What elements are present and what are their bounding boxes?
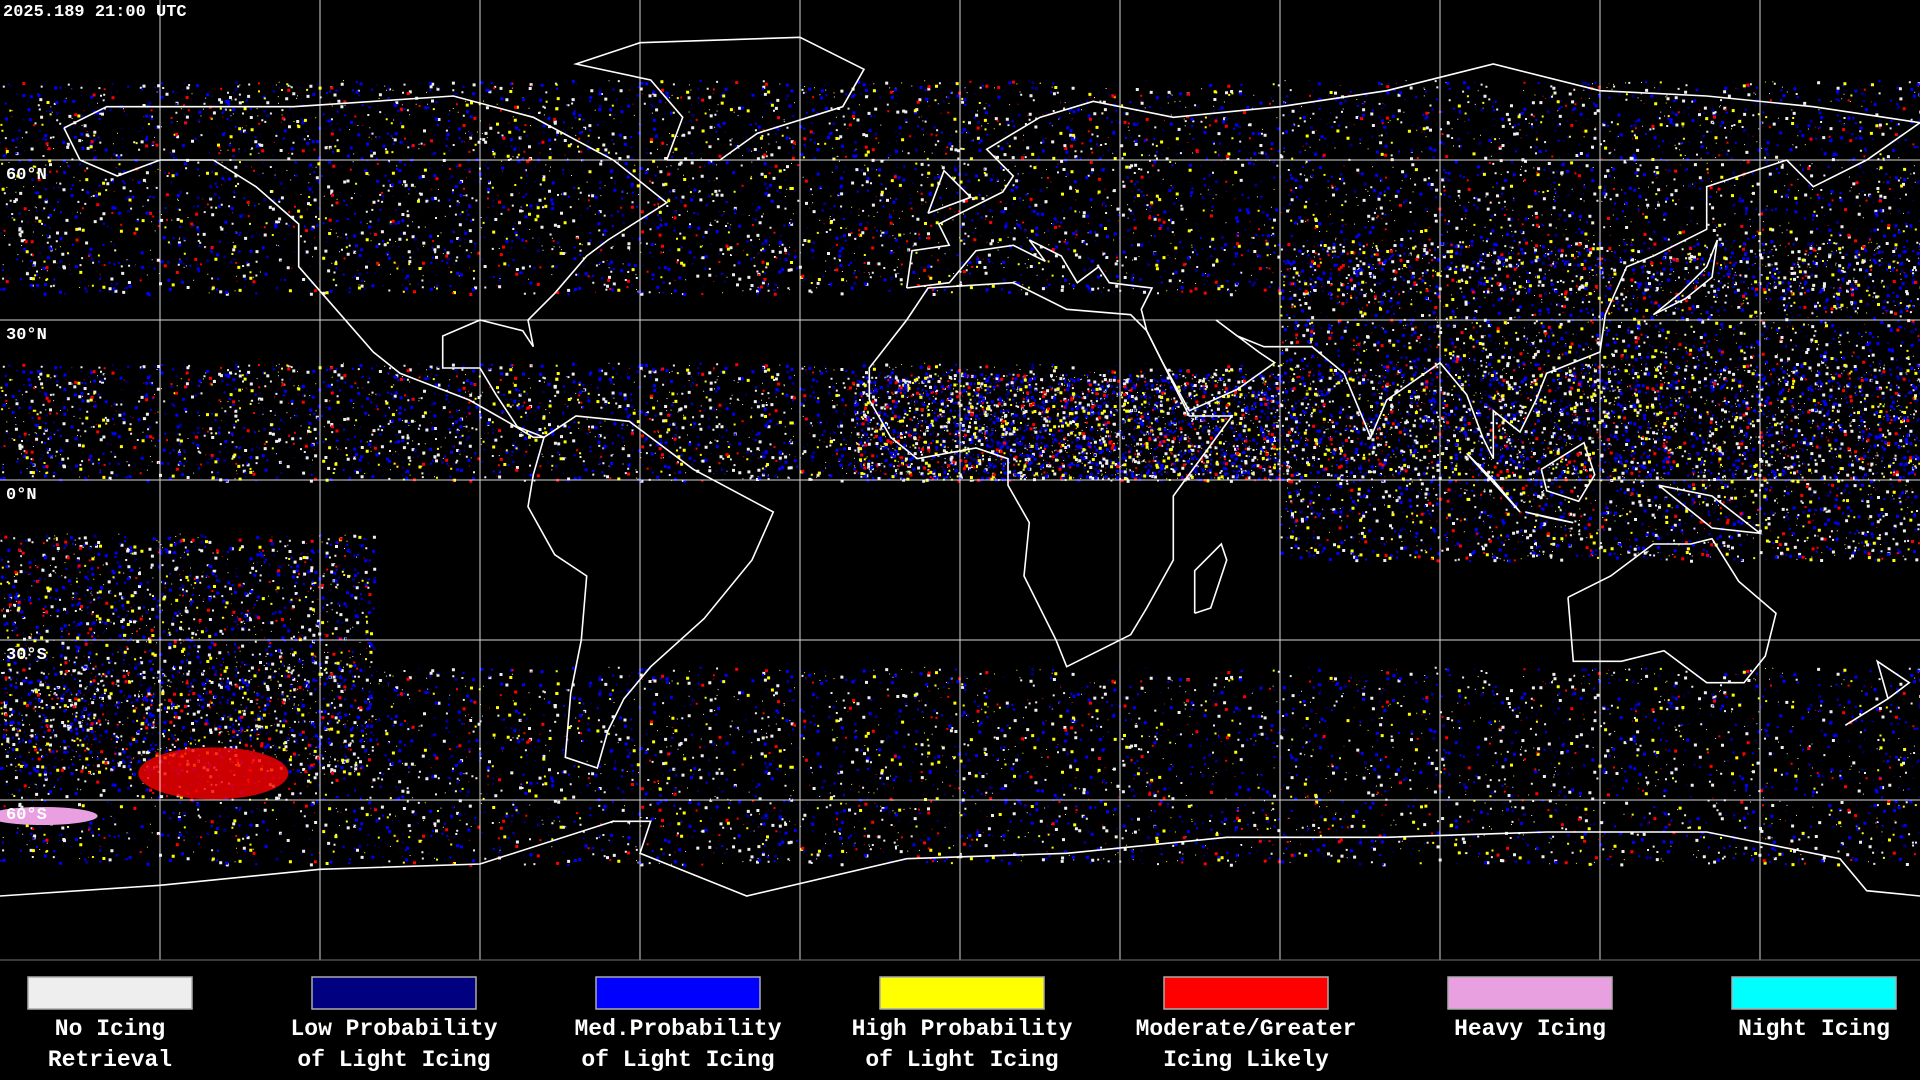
lat-label: 60°N — [6, 166, 47, 185]
legend-swatch — [1447, 976, 1613, 1010]
coastline — [527, 415, 775, 770]
legend-label: Low Probability — [290, 1016, 497, 1042]
moderate-icing-patch — [138, 747, 289, 800]
lat-label: 30°S — [6, 646, 47, 665]
legend-label: of Light Icing — [865, 1047, 1058, 1073]
legend-swatch — [1731, 976, 1897, 1010]
coastline — [905, 63, 1920, 460]
legend-label: Icing Likely — [1163, 1047, 1329, 1073]
legend-swatch — [311, 976, 477, 1010]
coastline — [1567, 537, 1777, 684]
legend-swatch — [595, 976, 761, 1010]
lat-label: 0°N — [6, 486, 37, 505]
coastline — [1844, 659, 1911, 726]
heavy-icing-patch — [0, 807, 98, 825]
legend-label: Moderate/Greater — [1136, 1016, 1357, 1042]
legend-swatch — [1163, 976, 1329, 1010]
legend-label: Heavy Icing — [1454, 1016, 1606, 1042]
graticule — [0, 0, 1920, 961]
coastline — [868, 281, 1234, 668]
coastline — [0, 820, 1920, 897]
lat-label: 60°S — [6, 806, 47, 825]
coastline — [1525, 511, 1574, 524]
speckle-layer — [0, 80, 1920, 866]
coastlines — [0, 36, 1920, 897]
legend-label: Night Icing — [1738, 1016, 1890, 1042]
coastline — [1466, 452, 1521, 513]
legend-label: Retrieval — [48, 1047, 172, 1073]
legend-swatch — [879, 976, 1045, 1010]
lat-label: 30°N — [6, 326, 47, 345]
legend-label: High Probability — [852, 1016, 1073, 1042]
legend-label: of Light Icing — [581, 1047, 774, 1073]
legend: No Icing Retrieval Low Probability of Light… — [27, 976, 1897, 1073]
coastline — [1193, 542, 1228, 615]
legend-label: of Light Icing — [297, 1047, 490, 1073]
coastline — [1540, 441, 1596, 503]
lat-labels: 60°N 30°N 0°N 30°S 60°S — [6, 166, 47, 825]
coastline — [927, 169, 973, 215]
legend-label: No Icing — [55, 1016, 165, 1042]
legend-swatch — [27, 976, 193, 1010]
legend-label: Med.Probability — [574, 1016, 781, 1042]
timestamp: 2025.189 21:00 UTC — [3, 3, 187, 22]
coastline — [1652, 239, 1719, 316]
